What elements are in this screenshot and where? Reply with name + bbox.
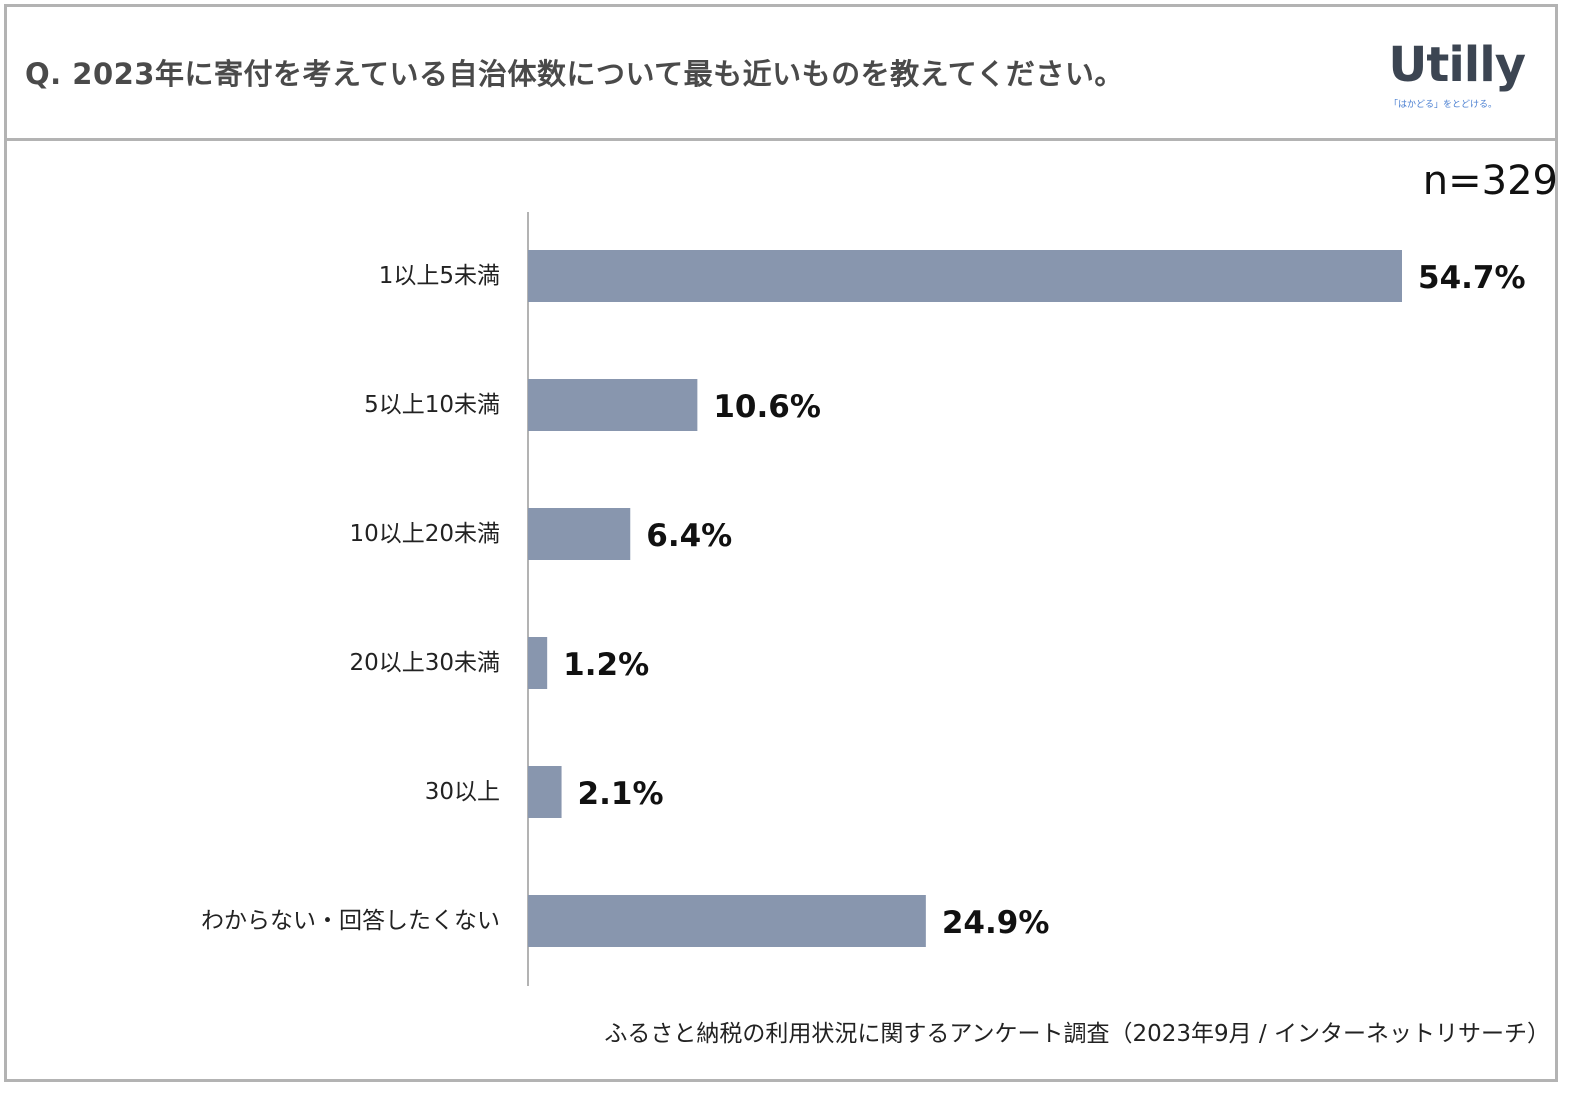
category-label-5: わからない・回答したくない: [201, 908, 500, 934]
bar-2: [528, 508, 631, 560]
bar-5: [528, 895, 926, 947]
logo-tagline: 「はかどる」をとどける。: [1388, 100, 1497, 110]
question-title: Q. 2023年に寄付を考えている自治体数について最も近いものを教えてください。: [25, 57, 1124, 91]
source-note: ふるさと納税の利用状況に関するアンケート調査（2023年9月 / インターネット…: [604, 1021, 1550, 1047]
category-label-3: 20以上30未満: [349, 650, 500, 676]
bar-1: [528, 379, 698, 431]
bar-3: [528, 637, 548, 689]
value-label-5: 24.9%: [942, 905, 1050, 941]
header: Q. 2023年に寄付を考えている自治体数について最も近いものを教えてください。…: [7, 7, 1555, 141]
category-label-2: 10以上20未満: [349, 521, 500, 547]
category-label-0: 1以上5未満: [379, 263, 500, 289]
bar-0: [528, 250, 1402, 302]
value-label-1: 10.6%: [713, 389, 821, 425]
category-label-1: 5以上10未満: [364, 392, 500, 418]
value-label-4: 2.1%: [578, 776, 664, 812]
chart-frame: Q. 2023年に寄付を考えている自治体数について最も近いものを教えてください。…: [4, 4, 1558, 1082]
value-label-3: 1.2%: [563, 647, 649, 683]
value-label-2: 6.4%: [646, 518, 732, 554]
category-label-4: 30以上: [425, 779, 500, 805]
bar-4: [528, 766, 562, 818]
sample-size: n=329: [1422, 158, 1558, 204]
value-label-0: 54.7%: [1418, 260, 1526, 296]
utilly-logo: Utilly 「はかどる」をとどける。: [1375, 37, 1526, 117]
logo-wordmark: Utilly: [1388, 37, 1526, 93]
